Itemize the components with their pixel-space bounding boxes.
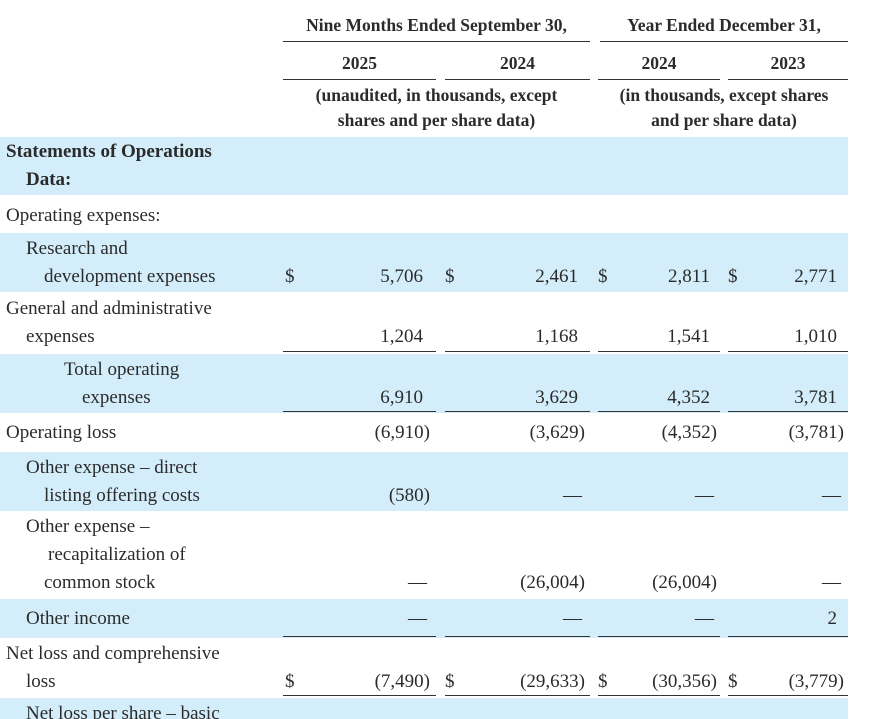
row-shade <box>0 137 848 195</box>
cell-value: 1,168 <box>535 326 578 347</box>
cell-value: (4,352) <box>661 421 717 443</box>
total-rule <box>445 636 590 637</box>
row-shade <box>0 452 848 511</box>
total-rule <box>445 411 590 412</box>
row-label: Total operating <box>64 358 180 380</box>
column-year: 2024 <box>641 53 677 73</box>
column-rule <box>445 79 590 80</box>
total-rule <box>728 351 848 352</box>
total-rule <box>598 695 720 696</box>
row-label: Other income <box>26 607 130 629</box>
column-rule <box>283 79 436 80</box>
total-rule <box>445 695 590 696</box>
currency-sign: $ <box>598 671 608 692</box>
cell-value: (30,356) <box>652 671 717 692</box>
currency-sign: $ <box>445 671 455 692</box>
column-year: 2024 <box>500 53 535 73</box>
row-label: development expenses <box>44 265 216 287</box>
row-label: Operating loss <box>6 421 117 443</box>
group-rule <box>600 41 848 42</box>
cell-value: — <box>695 484 714 506</box>
row-shade <box>0 354 848 413</box>
row-label: Research and <box>26 237 128 259</box>
cell-value: (6,910) <box>374 421 430 443</box>
row-shade <box>0 698 848 719</box>
currency-sign: $ <box>728 671 738 692</box>
cell-value: 1,541 <box>667 326 710 347</box>
total-rule <box>728 695 848 696</box>
cell-value: 1,204 <box>380 326 423 347</box>
row-label: Net loss per share – basic <box>26 703 220 719</box>
total-rule <box>445 351 590 352</box>
column-note: (in thousands, except shares <box>619 85 829 105</box>
cell-value: (26,004) <box>652 572 717 593</box>
cell-value: (29,633) <box>520 671 585 692</box>
cell-value: — <box>822 484 841 506</box>
row-label: Other expense – <box>26 516 150 537</box>
row-label: Other expense – direct <box>26 456 198 478</box>
row-label: Operating expenses: <box>6 205 161 226</box>
row-label: General and administrative <box>6 298 212 319</box>
cell-value: (580) <box>388 484 430 506</box>
total-rule <box>728 636 848 637</box>
total-rule <box>283 636 436 637</box>
row-label: listing offering costs <box>44 484 200 506</box>
column-note: and per share data) <box>651 110 797 130</box>
row-shade <box>0 599 848 638</box>
cell-value: — <box>563 484 582 506</box>
cell-value: 2,771 <box>794 265 837 287</box>
cell-value: — <box>408 607 427 629</box>
cell-value: 5,706 <box>380 265 423 287</box>
cell-value: — <box>408 572 427 593</box>
row-label: Statements of Operations <box>6 141 212 162</box>
cell-value: 3,781 <box>794 386 837 408</box>
total-rule <box>598 411 720 412</box>
currency-sign: $ <box>285 265 295 287</box>
group-title: Year Ended December 31, <box>627 15 821 35</box>
currency-sign: $ <box>728 265 738 287</box>
row-shade <box>0 233 848 292</box>
row-label: loss <box>26 671 56 692</box>
column-rule <box>728 79 848 80</box>
row-label: recapitalization of <box>48 544 186 565</box>
cell-value: (26,004) <box>520 572 585 593</box>
currency-sign: $ <box>598 265 608 287</box>
cell-value: (3,779) <box>788 671 844 692</box>
group-title: Nine Months Ended September 30, <box>306 15 567 35</box>
row-label: Net loss and comprehensive <box>6 643 220 664</box>
group-rule <box>283 41 590 42</box>
cell-value: 4,352 <box>667 386 710 408</box>
cell-value: — <box>695 607 714 629</box>
cell-value: 6,910 <box>380 386 423 408</box>
cell-value: 2 <box>827 607 838 629</box>
cell-value: 3,629 <box>535 386 578 408</box>
row-label: expenses <box>82 386 151 408</box>
total-rule <box>283 351 436 352</box>
row-label: common stock <box>44 572 156 593</box>
cell-value: 1,010 <box>794 326 837 347</box>
column-year: 2023 <box>770 53 806 73</box>
cell-value: (3,781) <box>788 421 844 443</box>
column-year: 2025 <box>342 53 377 73</box>
row-label: expenses <box>26 326 95 347</box>
total-rule <box>598 636 720 637</box>
cell-value: — <box>563 607 582 629</box>
cell-value: 2,461 <box>535 265 578 287</box>
column-note: (unaudited, in thousands, except <box>315 85 558 105</box>
total-rule <box>283 411 436 412</box>
cell-value: (3,629) <box>529 421 585 443</box>
total-rule <box>283 695 436 696</box>
total-rule <box>598 351 720 352</box>
cell-value: — <box>822 572 841 593</box>
column-note: shares and per share data) <box>337 110 536 130</box>
column-rule <box>598 79 720 80</box>
cell-value: 2,811 <box>667 265 710 287</box>
cell-value: (7,490) <box>374 671 430 692</box>
currency-sign: $ <box>445 265 455 287</box>
row-label: Data: <box>26 169 72 190</box>
currency-sign: $ <box>285 671 295 692</box>
total-rule <box>728 411 848 412</box>
